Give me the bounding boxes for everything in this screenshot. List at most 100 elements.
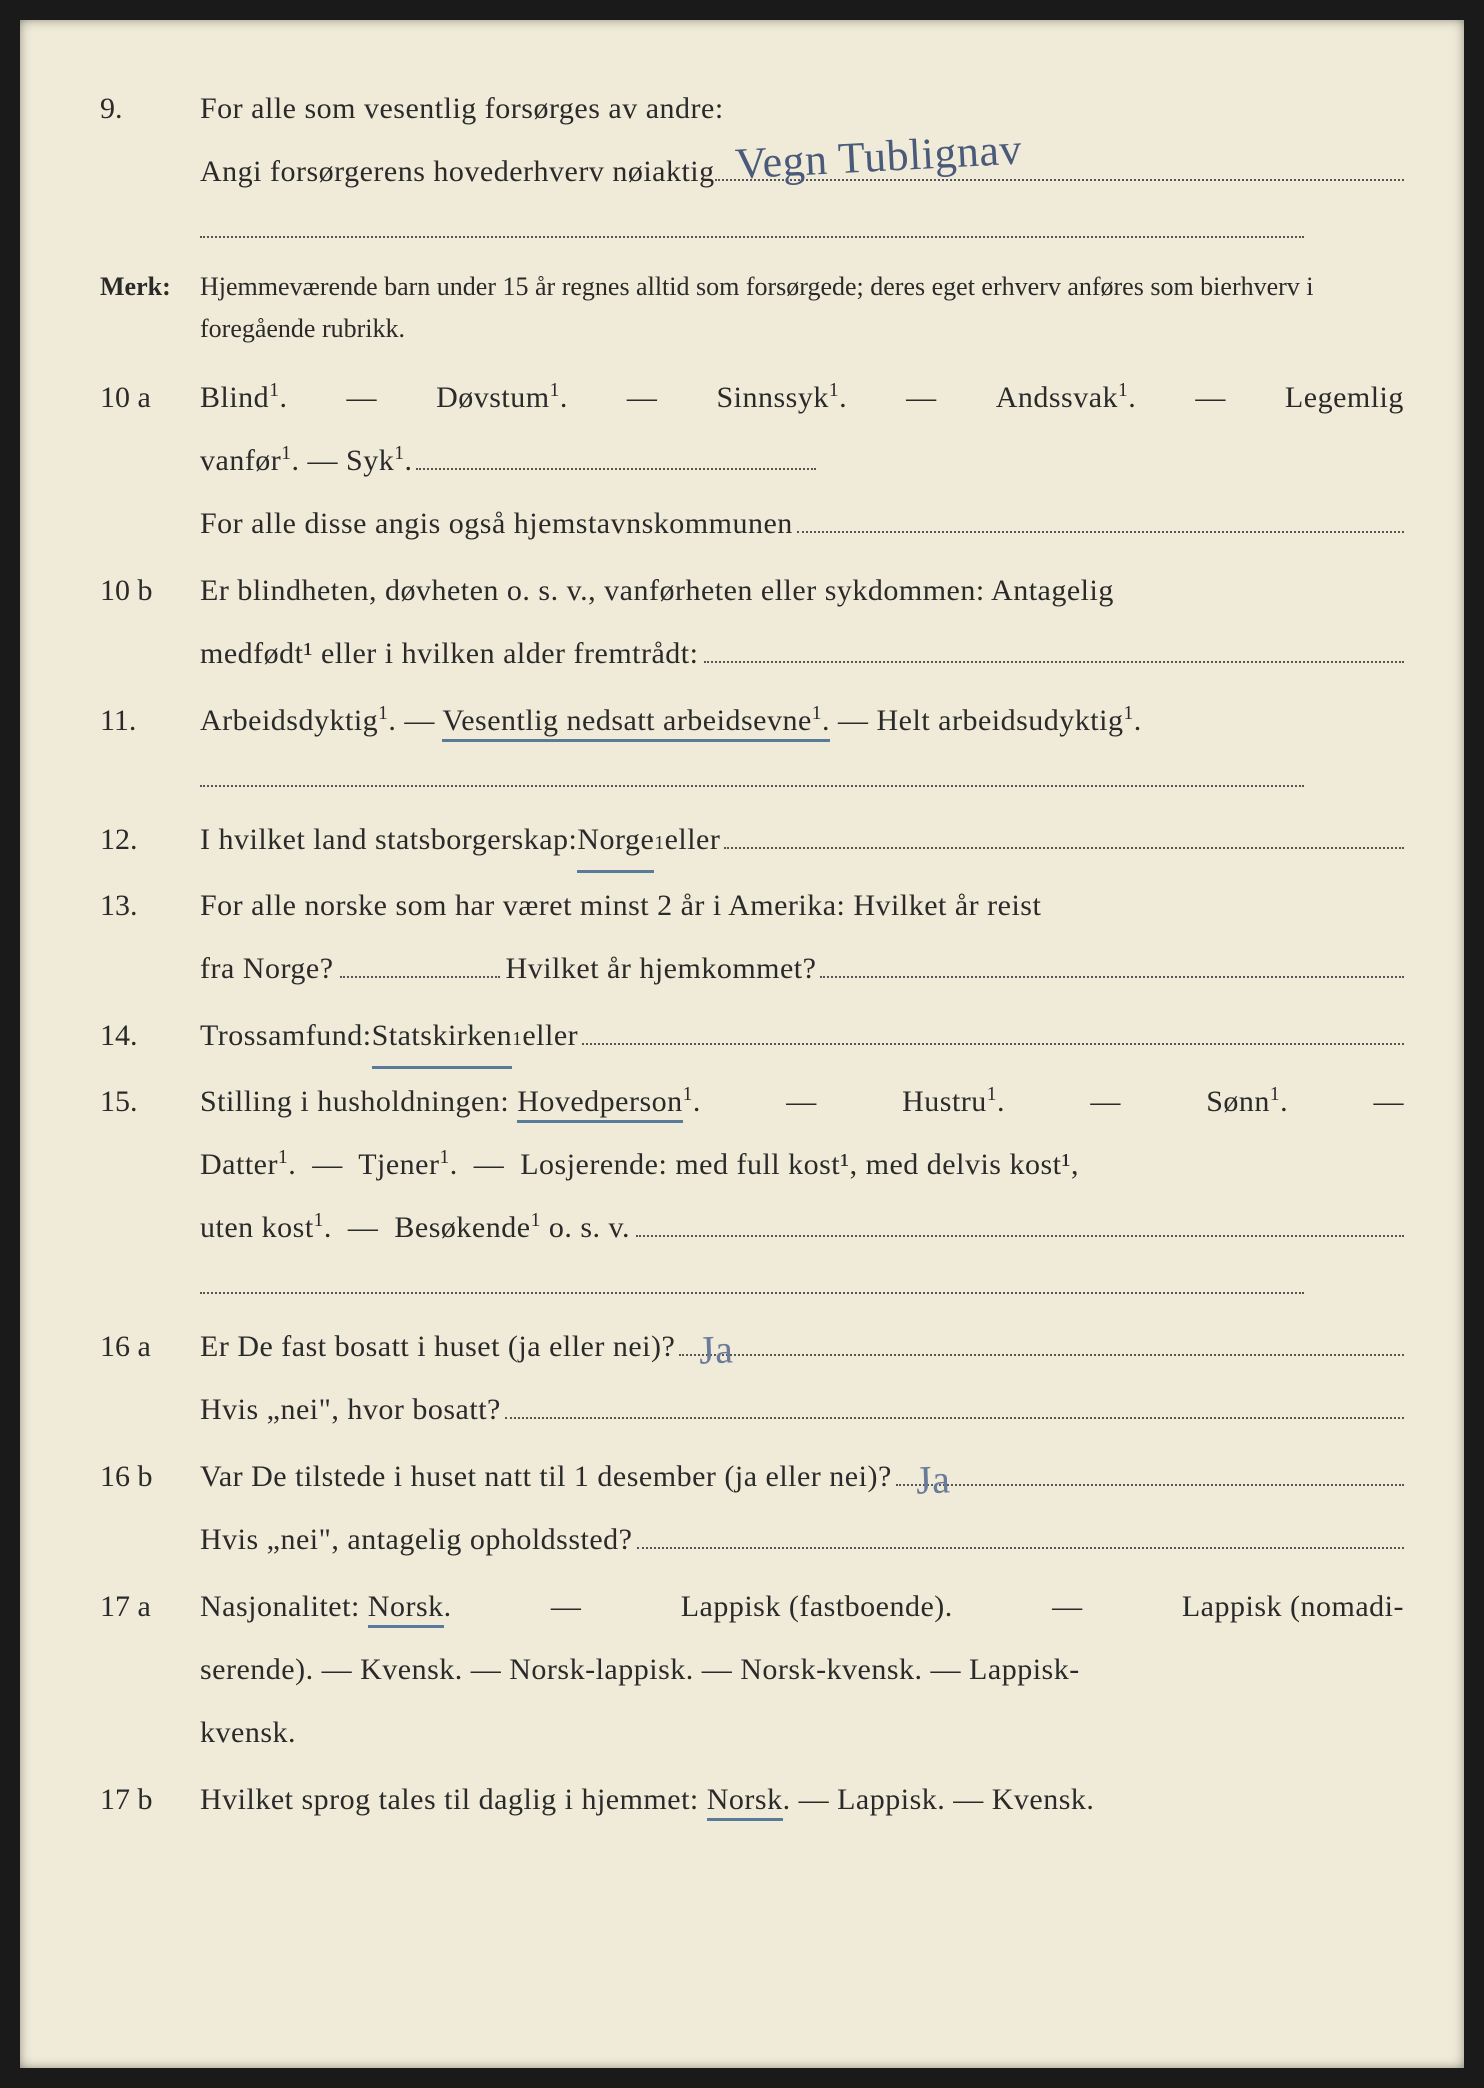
q10b: 10 b Er blindheten, døvheten o. s. v., v…: [100, 562, 1404, 688]
q16a: 16 a Er De fast bosatt i huset (ja eller…: [100, 1318, 1404, 1444]
q10a-opt3: Sinnssyk: [716, 381, 828, 414]
q17a-content: Nasjonalitet: Norsk. — Lappisk (fastboen…: [200, 1578, 1404, 1767]
q15-suffix: o. s. v.: [541, 1211, 630, 1244]
merk-row: Merk: Hjemmeværende barn under 15 år reg…: [100, 266, 1404, 349]
q17a-line1: Nasjonalitet: Norsk. — Lappisk (fastboen…: [200, 1578, 1404, 1635]
q16b-line2: Hvis „nei", antagelig opholdssted?: [200, 1511, 1404, 1568]
q16b-ans: Ja: [914, 1442, 951, 1519]
q12-num: 12.: [100, 811, 200, 873]
q16b-line2-text: Hvis „nei", antagelig opholdssted?: [200, 1511, 633, 1568]
q11-line: Arbeidsdyktig1. — Vesentlig nedsatt arbe…: [200, 692, 1404, 749]
q15-content: Stilling i husholdningen: Hovedperson1. …: [200, 1073, 1404, 1262]
q12-opt: Norge: [577, 823, 654, 856]
q17b-opt1: Norsk: [707, 1783, 783, 1821]
q15-line3: uten kost1. — Besøkende1 o. s. v.: [200, 1199, 1404, 1256]
q10a-opt1: Blind: [200, 381, 269, 414]
q13-line2: fra Norge? Hvilket år hjemkommet?: [200, 940, 1404, 997]
q15-opt7: uten kost: [200, 1211, 314, 1244]
q10a-opt4: Andssvak: [996, 381, 1118, 414]
q16a-line2-text: Hvis „nei", hvor bosatt?: [200, 1381, 501, 1438]
q17a-num: 17 a: [100, 1578, 200, 1767]
q10a-fill2: [797, 497, 1404, 533]
q16a-num: 16 a: [100, 1318, 200, 1444]
q11-opt3: Helt arbeidsudyktig: [877, 704, 1124, 737]
q14-num: 14.: [100, 1007, 200, 1069]
q14: 14. Trossamfund: Statskirken1 eller: [100, 1007, 1404, 1069]
q14-fill: [582, 1009, 1404, 1045]
q9-line2-prefix: Angi forsørgerens hovederhverv nøiaktig: [200, 143, 715, 200]
q14-suffix: eller: [522, 1007, 578, 1064]
q10a-opt5: Legemlig: [1285, 369, 1404, 426]
q12-content: I hvilket land statsborgerskap: Norge1 e…: [200, 811, 1404, 873]
q16b-fill2: [637, 1513, 1405, 1549]
q16b-line1-text: Var De tilstede i huset natt til 1 desem…: [200, 1448, 892, 1505]
q16b-fill1: Ja: [896, 1450, 1404, 1486]
q13-num: 13.: [100, 877, 200, 1003]
q10a-num: 10 a: [100, 369, 200, 558]
q17b-content: Hvilket sprog tales til daglig i hjemmet…: [200, 1771, 1404, 1828]
q13-fill1: [340, 942, 500, 978]
q15-opt2: Hustru: [902, 1085, 987, 1118]
q11-opt1: Arbeidsdyktig: [200, 704, 378, 737]
q10a-line3: For alle disse angis også hjemstavnskomm…: [200, 495, 1404, 552]
q15-opt3: Sønn: [1206, 1085, 1270, 1118]
q17b: 17 b Hvilket sprog tales til daglig i hj…: [100, 1771, 1404, 1828]
q17a: 17 a Nasjonalitet: Norsk. — Lappisk (fas…: [100, 1578, 1404, 1767]
q9-fill: Vegn Tublignav: [715, 145, 1404, 181]
q17a-opt1: Norsk: [368, 1590, 444, 1628]
q10a-line2a: vanfør: [200, 444, 281, 477]
q17a-line2: serende). — Kvensk. — Norsk-lappisk. — N…: [200, 1641, 1404, 1698]
q10a-fill1: [416, 434, 816, 470]
q16a-ans: Ja: [698, 1312, 735, 1389]
q10b-num: 10 b: [100, 562, 200, 688]
merk-text: Hjemmeværende barn under 15 år regnes al…: [200, 266, 1404, 349]
q17b-text: Hvilket sprog tales til daglig i hjemmet…: [200, 1783, 707, 1816]
q17a-rest1: Lappisk (fastboende).: [681, 1578, 953, 1635]
q13-fill2: [820, 942, 1404, 978]
divider-2: [200, 785, 1304, 787]
q17a-text: Nasjonalitet:: [200, 1590, 368, 1623]
q12-text: I hvilket land statsborgerskap:: [200, 811, 577, 868]
q16a-line1-text: Er De fast bosatt i huset (ja eller nei)…: [200, 1318, 675, 1375]
q16a-content: Er De fast bosatt i huset (ja eller nei)…: [200, 1318, 1404, 1444]
q11-opt2: Vesentlig nedsatt arbeidsevne: [442, 704, 811, 737]
q16b-num: 16 b: [100, 1448, 200, 1574]
q15-num: 15.: [100, 1073, 200, 1262]
q16b: 16 b Var De tilstede i huset natt til 1 …: [100, 1448, 1404, 1574]
q11-num: 11.: [100, 692, 200, 755]
q16a-line2: Hvis „nei", hvor bosatt?: [200, 1381, 1404, 1438]
q11: 11. Arbeidsdyktig1. — Vesentlig nedsatt …: [100, 692, 1404, 755]
q14-text: Trossamfund:: [200, 1007, 372, 1064]
q16b-line1: Var De tilstede i huset natt til 1 desem…: [200, 1448, 1404, 1505]
q9-num: 9.: [100, 80, 200, 206]
q9: 9. For alle som vesentlig forsørges av a…: [100, 80, 1404, 206]
q13-content: For alle norske som har været minst 2 år…: [200, 877, 1404, 1003]
divider-3: [200, 1292, 1304, 1294]
q10b-fill: [704, 627, 1404, 663]
q13-line2a: fra Norge?: [200, 940, 334, 997]
q15-mid: Losjerende: med full kost¹, med delvis k…: [520, 1148, 1079, 1181]
q13-line2b: Hvilket år hjemkommet?: [506, 940, 817, 997]
q15: 15. Stilling i husholdningen: Hovedperso…: [100, 1073, 1404, 1262]
q9-content: For alle som vesentlig forsørges av andr…: [200, 80, 1404, 206]
q10a-line1: Blind1. — Døvstum1. — Sinnssyk1. — Andss…: [200, 369, 1404, 426]
q14-content: Trossamfund: Statskirken1 eller: [200, 1007, 1404, 1069]
q13-line1: For alle norske som har været minst 2 år…: [200, 877, 1404, 934]
merk-label: Merk:: [100, 266, 200, 349]
q10b-line2-row: medfødt¹ eller i hvilken alder fremtrådt…: [200, 625, 1404, 682]
q15-text: Stilling i husholdningen:: [200, 1085, 517, 1118]
q12-fill: [724, 813, 1404, 849]
q10b-line2: medfødt¹ eller i hvilken alder fremtrådt…: [200, 625, 698, 682]
document-page: 9. For alle som vesentlig forsørges av a…: [20, 20, 1464, 2068]
q15-opt5: Tjener: [358, 1148, 439, 1181]
q15-opt1: Hovedperson: [517, 1085, 682, 1118]
q16a-fill2: [505, 1383, 1404, 1419]
q10a-content: Blind1. — Døvstum1. — Sinnssyk1. — Andss…: [200, 369, 1404, 558]
q9-line2: Angi forsørgerens hovederhverv nøiaktig …: [200, 143, 1404, 200]
q10a-opt2: Døvstum: [436, 381, 550, 414]
q17b-rest: — Lappisk. — Kvensk.: [799, 1783, 1095, 1816]
q16a-fill1: Ja: [679, 1320, 1404, 1356]
q15-line2: Datter1. — Tjener1. — Losjerende: med fu…: [200, 1136, 1404, 1193]
q17a-line3: kvensk.: [200, 1704, 1404, 1761]
q12: 12. I hvilket land statsborgerskap: Norg…: [100, 811, 1404, 873]
